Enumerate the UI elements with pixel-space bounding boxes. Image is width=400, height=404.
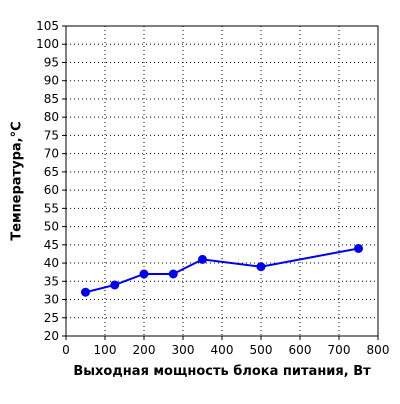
x-axis-title: Выходная мощность блока питания, Вт bbox=[73, 364, 371, 379]
y-tick-label: 70 bbox=[44, 147, 59, 161]
data-point bbox=[110, 280, 120, 290]
y-tick-label: 95 bbox=[44, 55, 59, 69]
axis-tick-marks bbox=[62, 25, 379, 340]
y-tick-label: 75 bbox=[44, 128, 59, 142]
data-point bbox=[198, 254, 207, 264]
data-point bbox=[81, 287, 90, 297]
x-axis-tick-labels: 0 100 200 300 400 500 600 700 800 bbox=[62, 343, 389, 357]
y-tick-label: 65 bbox=[44, 165, 59, 179]
series-layer bbox=[81, 243, 363, 297]
y-tick-label: 30 bbox=[44, 293, 59, 307]
data-point bbox=[256, 262, 266, 272]
y-tick-label: 60 bbox=[44, 183, 59, 197]
x-tick-label: 200 bbox=[133, 343, 156, 357]
y-tick-label: 20 bbox=[44, 329, 59, 343]
y-tick-label: 35 bbox=[44, 274, 59, 288]
data-point bbox=[139, 269, 149, 279]
y-axis-title: Температура,°C bbox=[10, 121, 25, 240]
y-tick-label: 50 bbox=[44, 220, 59, 234]
x-tick-label: 800 bbox=[367, 343, 390, 357]
x-tick-label: 0 bbox=[62, 343, 70, 357]
y-tick-label: 55 bbox=[44, 201, 59, 215]
y-tick-label: 105 bbox=[36, 19, 59, 33]
y-tick-label: 80 bbox=[44, 110, 59, 124]
x-tick-label: 600 bbox=[289, 343, 312, 357]
x-tick-label: 300 bbox=[172, 343, 195, 357]
y-tick-label: 40 bbox=[44, 256, 59, 270]
x-tick-label: 500 bbox=[250, 343, 273, 357]
y-axis-tick-labels: 20 25 30 35 40 45 50 55 60 65 70 75 80 85 90 95 100 105 bbox=[36, 19, 59, 343]
y-tick-label: 90 bbox=[44, 74, 59, 88]
plot-area-frame bbox=[65, 25, 379, 337]
x-tick-label: 700 bbox=[328, 343, 351, 357]
y-tick-label: 100 bbox=[36, 37, 59, 51]
x-tick-label: 400 bbox=[211, 343, 234, 357]
data-point bbox=[168, 269, 178, 279]
y-tick-label: 45 bbox=[44, 238, 59, 252]
y-tick-label: 25 bbox=[44, 311, 59, 325]
x-tick-label: 100 bbox=[94, 343, 117, 357]
data-point bbox=[354, 243, 363, 253]
y-tick-label: 85 bbox=[44, 92, 59, 106]
grid-lines bbox=[66, 26, 378, 336]
